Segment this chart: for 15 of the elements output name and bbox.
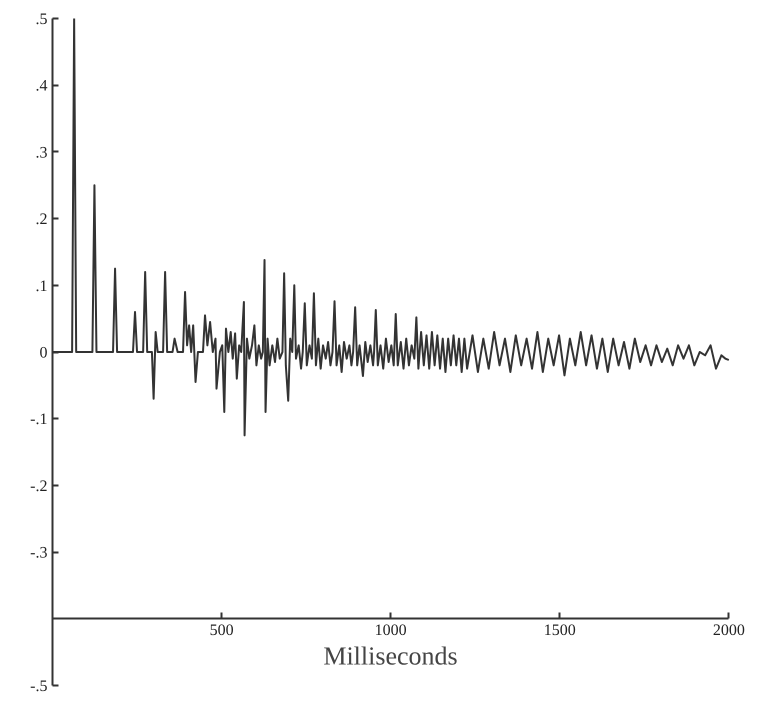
x-tick-label: 500 <box>210 622 234 639</box>
y-tick-label: .4 <box>36 78 48 95</box>
y-tick-label: -.5 <box>30 678 48 695</box>
y-tick-label: -.2 <box>30 478 48 495</box>
y-tick-label: .5 <box>36 11 48 28</box>
x-tick-label: 1000 <box>374 622 407 639</box>
x-axis-title: Milliseconds <box>323 642 458 670</box>
y-tick-label: .3 <box>36 144 48 162</box>
y-tick-label: -.3 <box>30 544 48 562</box>
x-tick-label: 2000 <box>712 622 745 639</box>
y-tick-label: .2 <box>36 211 48 228</box>
x-tick-label: 1500 <box>544 622 576 639</box>
y-tick-label: -.1 <box>30 411 48 428</box>
y-tick-label: 0 <box>40 344 48 362</box>
y-tick-label: .1 <box>36 278 48 295</box>
